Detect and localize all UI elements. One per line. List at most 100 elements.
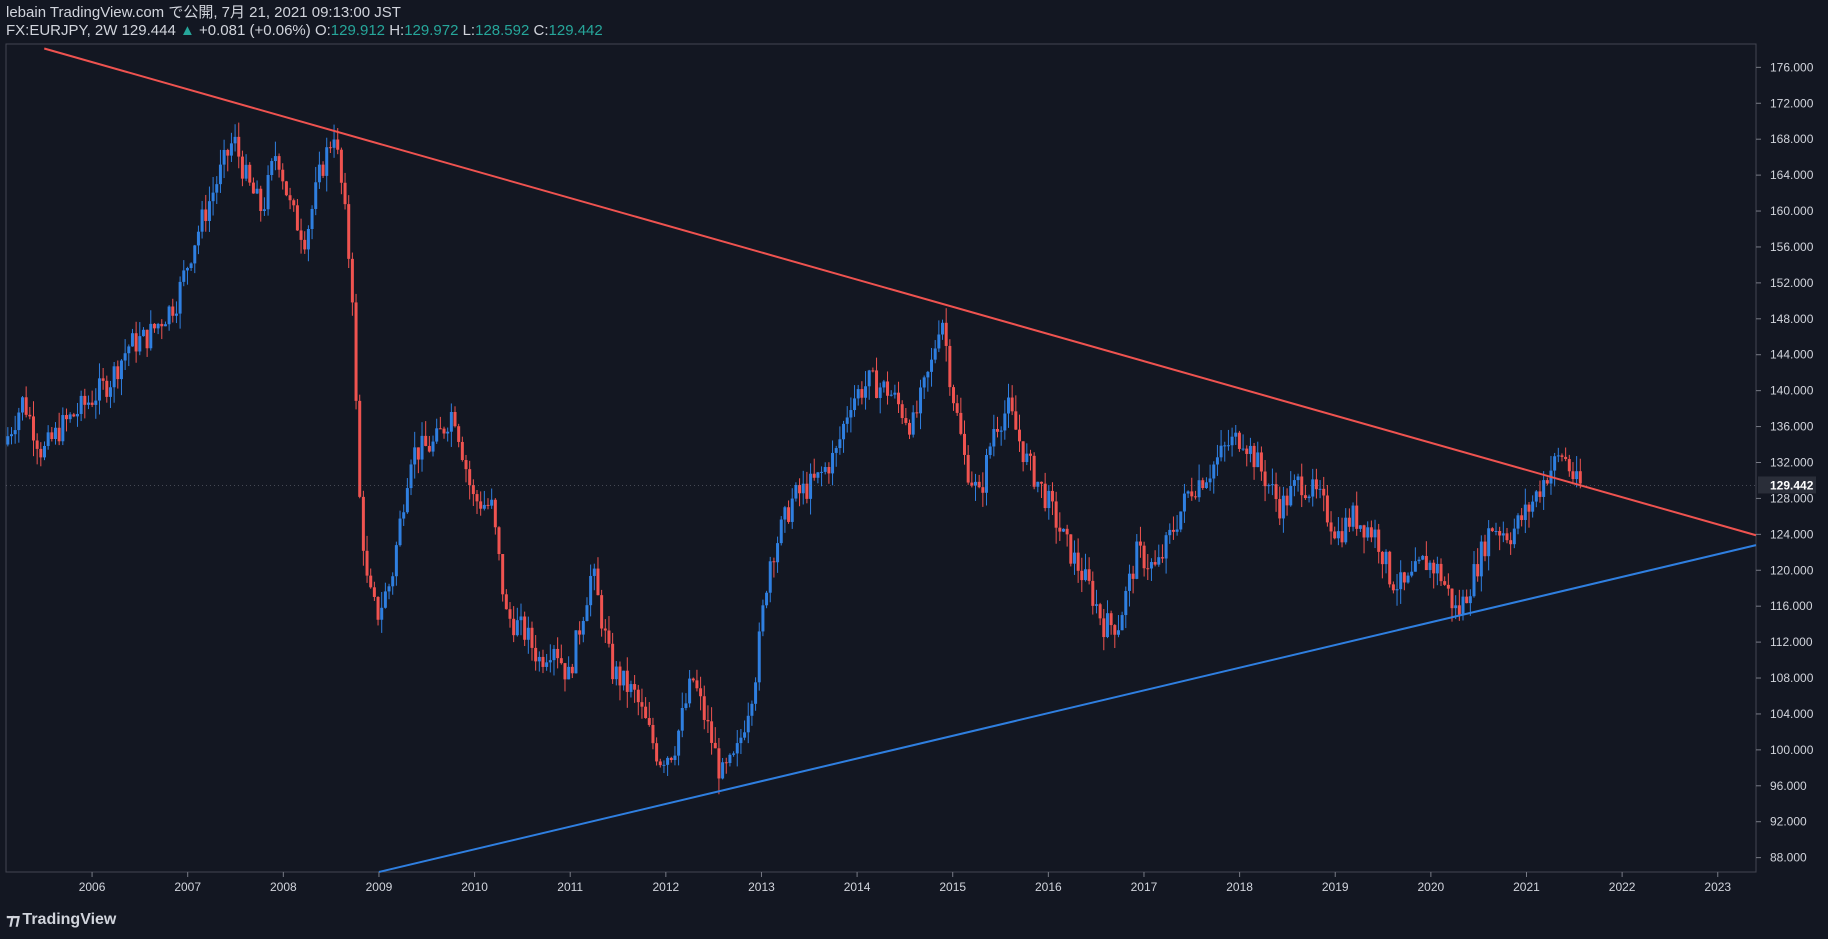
candle-body	[574, 630, 578, 674]
candle-body	[1054, 501, 1058, 528]
candle-body	[321, 164, 325, 176]
candle-body	[497, 527, 501, 555]
candle-body	[90, 402, 94, 405]
tradingview-logo[interactable]: ⁊⁊ TradingView	[6, 910, 116, 930]
candle-body	[1311, 479, 1315, 497]
time-axis[interactable]: 2006 2007 2008 2009 2010 2011 2012 2013 2014 2015…	[79, 872, 1732, 894]
candle-body	[794, 484, 798, 499]
candle-body	[1516, 515, 1520, 529]
candle-body	[765, 592, 769, 606]
candle-body	[332, 139, 336, 148]
candle-body	[1578, 471, 1582, 484]
price-tick-label: 148.000	[1770, 312, 1814, 326]
candle-body	[1091, 580, 1095, 606]
candle-body	[1032, 455, 1036, 487]
resistance-trendline[interactable]	[43, 47, 1757, 537]
candle-body	[556, 648, 560, 659]
candle-body	[358, 400, 362, 497]
candle-body	[944, 322, 948, 346]
low-value: 128.592	[475, 22, 530, 39]
candle-body	[691, 678, 695, 681]
candle-body	[1069, 534, 1073, 564]
candle-body	[1135, 541, 1139, 579]
candle-body	[1443, 581, 1447, 585]
candle-body	[644, 706, 648, 719]
candle-body	[361, 496, 365, 551]
candle-body	[1201, 480, 1205, 488]
candle-body	[908, 422, 912, 435]
candle-body	[1215, 457, 1219, 465]
candle-body	[787, 507, 791, 522]
candle-body	[343, 182, 347, 205]
candle-body	[152, 323, 156, 329]
candle-body	[651, 724, 655, 744]
candle-body	[317, 164, 321, 183]
candle-body	[871, 370, 875, 372]
candle-body	[108, 387, 112, 397]
candle-body	[563, 663, 567, 680]
candle-body	[453, 411, 457, 427]
candle-body	[1461, 596, 1465, 615]
candle-body	[1391, 584, 1395, 591]
candle-body	[853, 398, 857, 411]
candle-body	[1307, 496, 1311, 499]
candle-body	[1446, 584, 1450, 589]
candle-body	[1325, 495, 1329, 523]
candle-body	[922, 377, 926, 388]
close-value: 129.442	[548, 22, 603, 39]
candle-body	[1340, 531, 1344, 543]
candle-body	[1157, 557, 1161, 565]
candle-body	[149, 323, 153, 349]
support-trendline[interactable]	[378, 544, 1757, 873]
candle-body	[1545, 480, 1549, 484]
candle-body	[156, 323, 160, 329]
legend-header: lebain TradingView.com で公開, 7月 21, 2021 …	[6, 4, 603, 40]
candle-body	[1501, 533, 1505, 536]
candle-body	[464, 460, 468, 470]
price-axis[interactable]: 88.000 92.000 96.000 100.000 104.000 108.000 1…	[6, 60, 1816, 865]
time-tick-label: 2016	[1035, 880, 1062, 894]
candle-body	[713, 742, 717, 749]
candle-body	[101, 378, 105, 381]
candle-body	[1432, 562, 1436, 574]
candle-body	[266, 175, 270, 210]
candle-body	[75, 413, 79, 417]
candle-body	[1010, 397, 1014, 412]
candle-body	[255, 188, 259, 194]
candle-body	[1399, 572, 1403, 590]
candle-body	[963, 433, 967, 455]
candle-body	[1259, 452, 1263, 472]
candle-body	[493, 499, 497, 528]
candle-body	[1003, 413, 1007, 431]
candle-body	[46, 432, 50, 446]
candle-body	[669, 757, 673, 761]
candle-body	[1465, 596, 1469, 604]
candle-body	[1208, 478, 1212, 483]
candle-body	[1245, 448, 1249, 454]
candle-body	[61, 415, 65, 442]
candle-body	[589, 575, 593, 606]
candle-body	[130, 333, 134, 347]
candle-body	[1498, 531, 1502, 536]
candle-body	[501, 554, 505, 595]
candle-body	[339, 149, 343, 183]
candle-body	[754, 682, 758, 704]
candle-body	[471, 485, 475, 495]
time-tick-label: 2022	[1609, 880, 1636, 894]
candle-body	[1083, 569, 1087, 581]
candle-body	[567, 666, 571, 680]
trendlines[interactable]	[43, 47, 1757, 873]
candle-body	[523, 616, 527, 640]
candle-body	[306, 229, 310, 250]
candle-body	[1395, 589, 1399, 591]
candle-body	[959, 412, 963, 434]
candle-body	[372, 587, 376, 597]
plot-frame	[5, 43, 1757, 873]
candle-body	[570, 666, 574, 674]
candle-body	[1333, 531, 1337, 539]
candle-body	[457, 426, 461, 442]
candle-body	[559, 658, 563, 664]
candle-body	[1421, 555, 1425, 560]
candle-body	[171, 306, 175, 316]
